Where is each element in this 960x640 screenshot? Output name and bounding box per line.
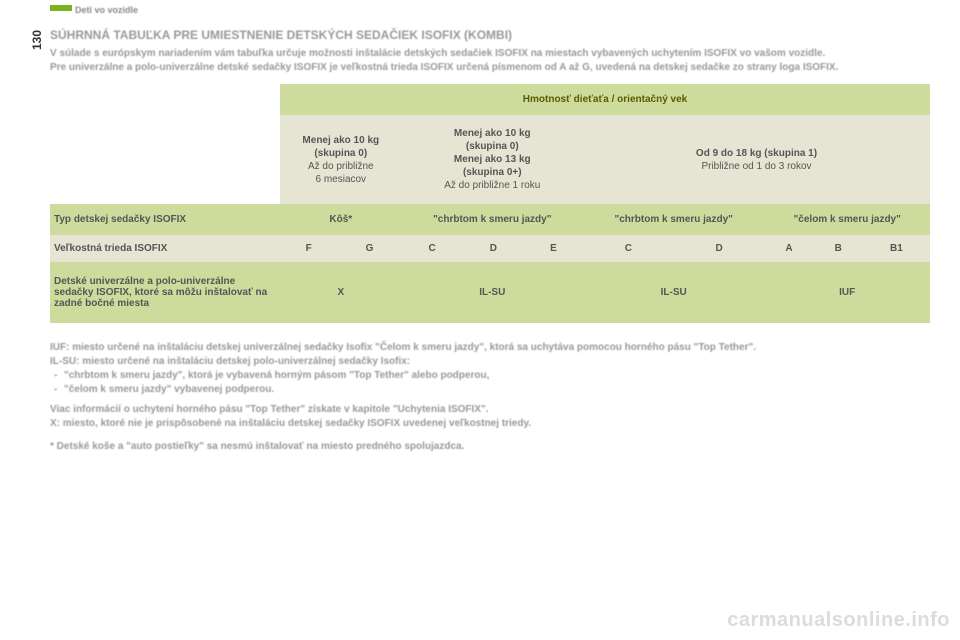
weight-cell: Od 9 do 18 kg (skupina 1) Približne od 1…: [583, 115, 930, 204]
wl: Od 9 do 18 kg (skupina 1): [696, 148, 817, 159]
seats-cell: IL-SU: [402, 262, 583, 323]
page-title: SÚHRNNÁ TABUĽKA PRE UMIESTNENIE DETSKÝCH…: [50, 28, 930, 42]
page-number: 130: [30, 30, 44, 50]
note-ilsu: IL-SU: miesto určené na inštaláciu detsk…: [50, 356, 410, 367]
note-iuf: IUF: miesto určené na inštaláciu detskej…: [50, 342, 756, 353]
wl: (skupina 0): [314, 148, 367, 159]
wl: Menej ako 10 kg: [454, 128, 531, 139]
type-row: Typ detskej sedačky ISOFIX Kôš* "chrbtom…: [50, 204, 930, 235]
class-cell: A: [764, 235, 813, 262]
seats-row: Detské univerzálne a polo-univerzálne se…: [50, 262, 930, 323]
row-label: Detské univerzálne a polo-univerzálne se…: [50, 262, 280, 323]
type-cell: "čelom k smeru jazdy": [764, 204, 930, 235]
class-cell: G: [337, 235, 401, 262]
intro-text: V súlade s európskym nariadením vám tabu…: [50, 47, 930, 74]
class-cell: C: [402, 235, 463, 262]
wl: Približne od 1 do 3 rokov: [701, 161, 811, 172]
note-item: "čelom k smeru jazdy" vybavenej podperou…: [50, 383, 930, 397]
weight-row: Menej ako 10 kg (skupina 0) Až do pribli…: [50, 115, 930, 204]
class-cell: D: [674, 235, 765, 262]
watermark: carmanualsonline.info: [727, 609, 950, 632]
intro-line: Pre univerzálne a polo-univerzálne detsk…: [50, 62, 838, 73]
class-cell: B: [814, 235, 863, 262]
wl: (skupina 0): [466, 141, 519, 152]
footnote: * Detské koše a "auto postieľky" sa nesm…: [50, 441, 930, 452]
class-cell: F: [280, 235, 337, 262]
class-row: Veľkostná trieda ISOFIX F G C D E C D A …: [50, 235, 930, 262]
header-suffix: / orientačný vek: [609, 94, 687, 105]
type-cell: Kôš*: [280, 204, 402, 235]
seats-cell: X: [280, 262, 402, 323]
seats-cell: IL-SU: [583, 262, 764, 323]
note-x: X: miesto, ktoré nie je prispôsobené na …: [50, 418, 531, 429]
note-info: Viac informácií o uchytení horného pásu …: [50, 403, 930, 417]
class-cell: C: [583, 235, 674, 262]
header-main: Hmotnosť dieťaťa: [523, 94, 609, 105]
weight-cell: Menej ako 10 kg (skupina 0) Až do pribli…: [280, 115, 402, 204]
section-header: Deti vo vozidle: [75, 5, 138, 15]
wl: (skupina 0+): [463, 167, 522, 178]
wl: Menej ako 13 kg: [454, 154, 531, 165]
row-label: Veľkostná trieda ISOFIX: [50, 235, 280, 262]
wl: 6 mesiacov: [315, 174, 366, 185]
class-cell: D: [463, 235, 524, 262]
class-cell: E: [524, 235, 583, 262]
class-cell: B1: [863, 235, 930, 262]
row-label: Typ detskej sedačky ISOFIX: [50, 204, 280, 235]
page-content: SÚHRNNÁ TABUĽKA PRE UMIESTNENIE DETSKÝCH…: [50, 28, 930, 452]
isofix-table: Hmotnosť dieťaťa / orientačný vek Menej …: [50, 84, 930, 323]
header-cell: Hmotnosť dieťaťa / orientačný vek: [280, 84, 930, 115]
accent-bar: [50, 5, 72, 11]
notes-block: IUF: miesto určené na inštaláciu detskej…: [50, 341, 930, 431]
type-cell: "chrbtom k smeru jazdy": [583, 204, 764, 235]
type-cell: "chrbtom k smeru jazdy": [402, 204, 583, 235]
table-header-row: Hmotnosť dieťaťa / orientačný vek: [50, 84, 930, 115]
intro-line: V súlade s európskym nariadením vám tabu…: [50, 48, 825, 59]
weight-cell: Menej ako 10 kg (skupina 0) Menej ako 13…: [402, 115, 583, 204]
note-item: "chrbtom k smeru jazdy", ktorá je vybave…: [50, 369, 930, 383]
wl: Menej ako 10 kg: [302, 135, 379, 146]
wl: Až do približne: [308, 161, 374, 172]
seats-cell: IUF: [764, 262, 930, 323]
wl: Až do približne 1 roku: [444, 180, 540, 191]
